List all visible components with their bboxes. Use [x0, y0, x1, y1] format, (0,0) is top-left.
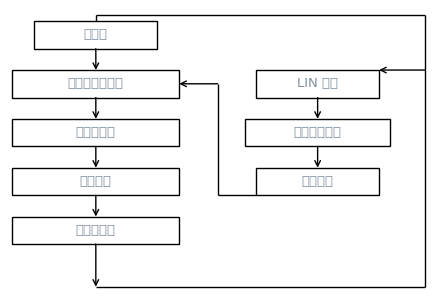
- Text: 补插値计算: 补插値计算: [76, 224, 116, 237]
- Bar: [12, 168, 179, 195]
- Text: 模拟量转换: 模拟量转换: [76, 126, 116, 139]
- Bar: [256, 70, 379, 98]
- Bar: [12, 217, 179, 244]
- Text: 主程序: 主程序: [84, 28, 108, 42]
- Bar: [12, 119, 179, 146]
- Bar: [256, 168, 379, 195]
- Text: 模型规则更新: 模型规则更新: [293, 126, 342, 139]
- Bar: [245, 119, 390, 146]
- Text: LIN 通信: LIN 通信: [297, 77, 338, 90]
- Text: 数字滤波: 数字滤波: [80, 175, 112, 188]
- Bar: [12, 70, 179, 98]
- Text: 硬件端口初始化: 硬件端口初始化: [68, 77, 124, 90]
- Text: 数据通信: 数据通信: [301, 175, 334, 188]
- Bar: [34, 21, 157, 49]
